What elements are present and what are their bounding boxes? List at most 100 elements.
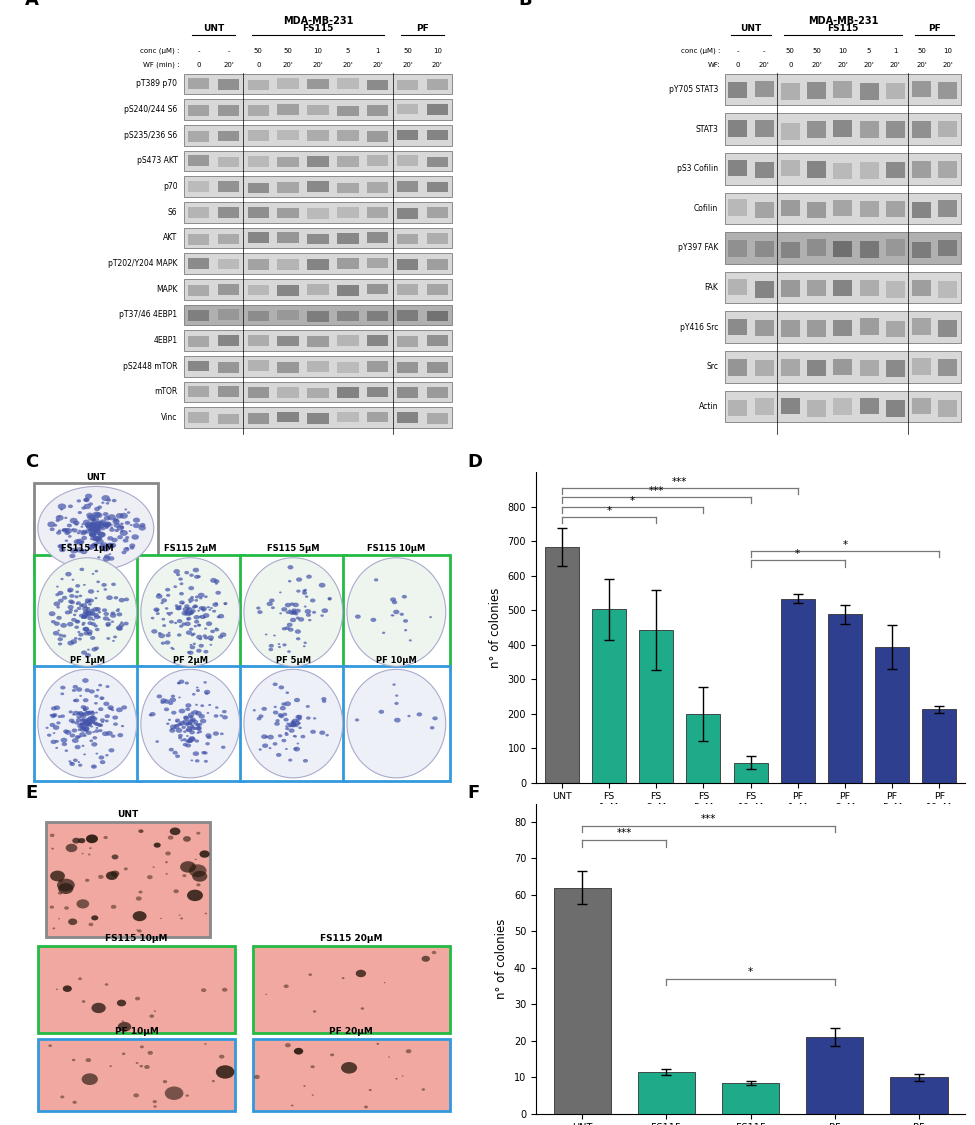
Circle shape	[110, 526, 113, 529]
Circle shape	[76, 603, 79, 605]
Circle shape	[99, 760, 105, 764]
Bar	[728, 318, 748, 335]
Circle shape	[87, 606, 90, 610]
Circle shape	[107, 619, 111, 621]
Circle shape	[76, 899, 90, 909]
Circle shape	[204, 759, 208, 763]
Bar	[337, 130, 359, 141]
Circle shape	[187, 721, 193, 726]
Circle shape	[104, 983, 108, 986]
Bar	[337, 106, 359, 116]
Circle shape	[58, 642, 62, 646]
Text: -: -	[762, 48, 765, 54]
Bar	[217, 130, 239, 141]
Circle shape	[84, 721, 91, 726]
Circle shape	[103, 588, 107, 591]
Circle shape	[180, 861, 196, 873]
Circle shape	[94, 536, 99, 540]
Circle shape	[285, 726, 289, 728]
Text: UNT: UNT	[740, 25, 761, 34]
Circle shape	[189, 628, 193, 631]
Circle shape	[278, 735, 283, 737]
Bar	[188, 336, 210, 348]
Circle shape	[79, 723, 83, 726]
Circle shape	[402, 1076, 404, 1077]
Circle shape	[186, 608, 193, 612]
Text: mTOR: mTOR	[154, 387, 177, 396]
Circle shape	[186, 729, 189, 731]
Circle shape	[319, 730, 326, 735]
Circle shape	[53, 726, 59, 730]
Circle shape	[157, 694, 162, 699]
Bar	[886, 281, 905, 298]
Circle shape	[97, 526, 100, 530]
Circle shape	[293, 735, 297, 738]
Bar	[781, 83, 799, 100]
Circle shape	[89, 611, 92, 613]
Text: -: -	[227, 48, 230, 54]
Circle shape	[161, 602, 164, 604]
Bar	[188, 181, 210, 191]
Text: 10: 10	[433, 48, 442, 54]
Circle shape	[392, 601, 397, 604]
Circle shape	[129, 530, 132, 532]
Circle shape	[86, 718, 93, 722]
Circle shape	[52, 713, 58, 717]
Circle shape	[102, 616, 109, 621]
Circle shape	[214, 628, 217, 629]
Circle shape	[60, 623, 67, 628]
Circle shape	[81, 712, 86, 716]
Circle shape	[72, 529, 78, 532]
Circle shape	[191, 724, 194, 727]
Bar	[337, 207, 359, 218]
Bar	[278, 259, 299, 270]
Text: ***: ***	[672, 477, 687, 487]
Circle shape	[170, 698, 176, 702]
Text: Cofilin: Cofilin	[694, 204, 719, 213]
Circle shape	[108, 748, 114, 753]
Circle shape	[105, 526, 108, 529]
Bar	[834, 120, 852, 136]
Text: pS240/244 S6: pS240/244 S6	[124, 105, 177, 114]
Circle shape	[271, 606, 275, 609]
Text: FS115: FS115	[302, 25, 333, 34]
Bar	[307, 130, 329, 141]
Circle shape	[89, 847, 92, 849]
Bar	[136, 555, 244, 669]
Bar	[781, 123, 799, 140]
Circle shape	[69, 609, 73, 612]
Bar	[807, 360, 826, 377]
Circle shape	[136, 1062, 138, 1064]
Circle shape	[86, 723, 91, 727]
Circle shape	[156, 612, 160, 615]
Circle shape	[291, 1105, 293, 1107]
Bar	[834, 241, 852, 256]
Bar	[728, 120, 748, 137]
Bar	[184, 227, 452, 249]
Text: 0: 0	[256, 62, 260, 68]
Bar	[426, 335, 448, 345]
Circle shape	[292, 719, 297, 722]
Circle shape	[92, 524, 97, 526]
Circle shape	[185, 708, 190, 711]
Bar	[278, 207, 299, 218]
Text: *: *	[842, 540, 847, 550]
Circle shape	[86, 524, 92, 529]
Circle shape	[164, 700, 170, 704]
Circle shape	[308, 619, 311, 621]
Circle shape	[57, 879, 75, 891]
Circle shape	[261, 706, 267, 711]
Bar	[248, 259, 269, 270]
Circle shape	[83, 726, 90, 731]
Circle shape	[215, 1065, 234, 1079]
Bar	[188, 387, 210, 397]
Circle shape	[78, 728, 82, 731]
Circle shape	[71, 721, 75, 723]
Bar	[755, 81, 773, 98]
Circle shape	[400, 613, 404, 615]
Circle shape	[68, 918, 77, 925]
Circle shape	[213, 603, 218, 606]
Circle shape	[86, 730, 92, 735]
Circle shape	[101, 583, 107, 587]
Bar	[278, 335, 299, 346]
